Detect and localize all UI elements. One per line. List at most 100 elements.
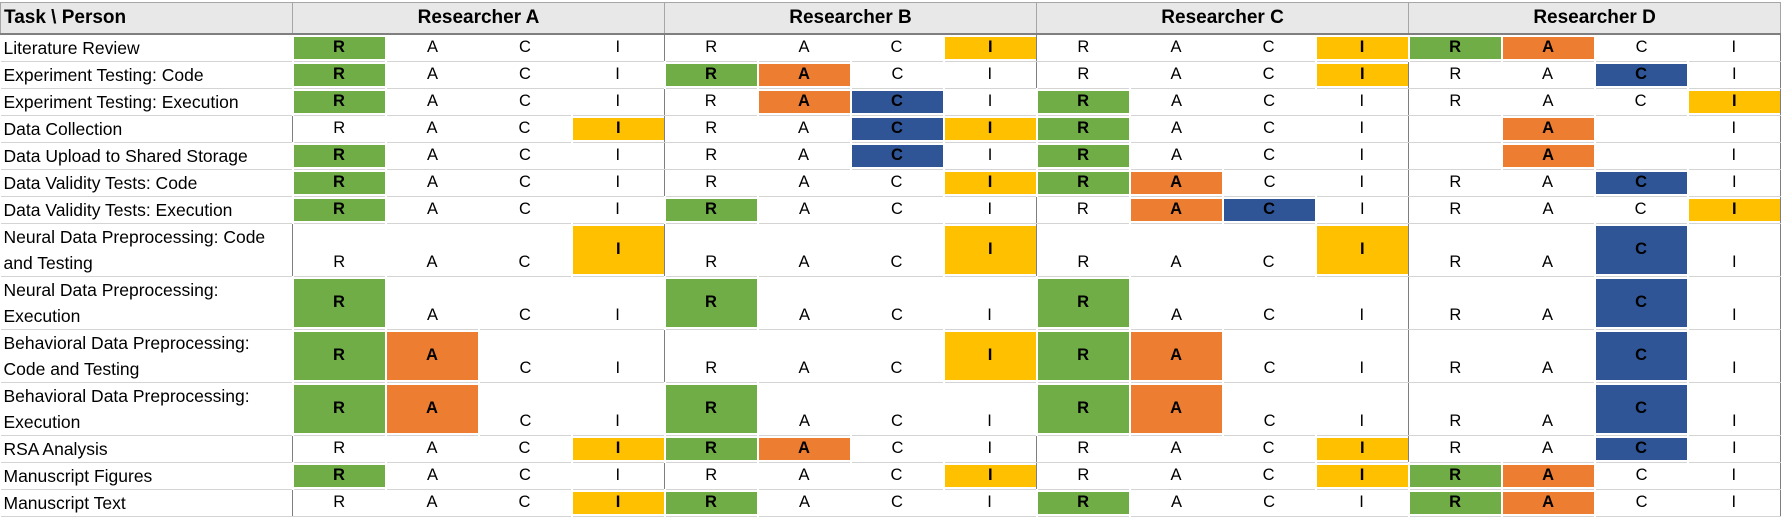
task-row: Manuscript Figures R A C I R A C I R A C I R A C I — [0, 462, 1782, 490]
raci-cell-i: I — [1315, 329, 1410, 383]
raci-cell-a: A — [1129, 489, 1223, 517]
raci-cell-a: A — [385, 115, 479, 143]
raci-cell-r: R — [663, 276, 759, 330]
raci-cell-a: A — [1501, 223, 1595, 277]
raci-cell-a: A — [1501, 169, 1595, 197]
raci-cell-i: I — [570, 489, 665, 517]
raci-cell-r: R — [664, 115, 758, 143]
raci-cell-a: A — [1128, 329, 1224, 383]
raci-cell-a: A — [757, 276, 851, 330]
raci-cell-c: C — [850, 462, 944, 490]
task-rows: Literature Review R A C I R A C I R A C I R A C I Experim… — [0, 33, 1782, 517]
raci-cell-c: C — [1222, 329, 1316, 383]
raci-cell-a: A — [757, 115, 851, 143]
raci-cell-i: I — [1315, 88, 1410, 116]
task-row: Data Validity Tests: Execution R A C I R A C I R A… — [0, 196, 1782, 224]
task-label: Data Upload to Shared Storage — [0, 142, 293, 170]
raci-cell-r: R — [663, 196, 759, 224]
raci-cell-i: I — [942, 33, 1038, 62]
raci-cell-a: A — [1128, 382, 1224, 436]
raci-cell-a: A — [756, 88, 852, 116]
raci-cell-i: I — [1314, 33, 1410, 62]
raci-cell-i: I — [571, 329, 665, 383]
raci-cell-i: I — [1686, 196, 1782, 224]
raci-cell-i: I — [571, 196, 665, 224]
raci-cell-i: I — [570, 435, 665, 463]
raci-cell-r: R — [1036, 435, 1130, 463]
raci-cell-r: R — [1036, 196, 1130, 224]
raci-cell-c: C — [1594, 196, 1688, 224]
raci-cell-r: R — [1035, 142, 1131, 170]
raci-cell-a: A — [1129, 33, 1223, 62]
raci-cell-i: I — [1687, 489, 1782, 517]
raci-cell-a: A — [756, 61, 852, 89]
task-label: Manuscript Text — [0, 489, 293, 517]
raci-cell-r: R — [1408, 61, 1502, 89]
task-label: Data Validity Tests: Execution — [0, 196, 293, 224]
raci-cell-c: C — [850, 223, 944, 277]
raci-cell-r: R — [292, 115, 386, 143]
raci-cell-i: I — [943, 142, 1038, 170]
raci-cell-i: I — [1687, 462, 1782, 490]
raci-cell-c: C — [850, 489, 944, 517]
raci-cell-r: R — [663, 435, 759, 463]
raci-cell-r: R — [664, 33, 758, 62]
raci-cell-c: C — [850, 61, 944, 89]
raci-cell-c: C — [1222, 33, 1316, 62]
raci-cell-c: C — [1593, 382, 1689, 436]
raci-cell-i: I — [1687, 33, 1782, 62]
raci-cell-c: C — [1594, 489, 1688, 517]
raci-cell-c: C — [850, 33, 944, 62]
raci-cell-r — [1408, 142, 1502, 170]
raci-cell-i: I — [1687, 169, 1782, 197]
raci-cell-r: R — [1035, 88, 1131, 116]
raci-cell-a: A — [757, 196, 851, 224]
raci-cell-i: I — [571, 33, 665, 62]
raci-cell-c: C — [1594, 462, 1688, 490]
raci-cell-a: A — [757, 142, 851, 170]
raci-cell-r: R — [663, 61, 759, 89]
raci-cell-a: A — [1129, 142, 1223, 170]
raci-cell-c: C — [1222, 169, 1316, 197]
task-row: Data Collection R A C I R A C I R A C I A I — [0, 115, 1782, 143]
raci-cell-r: R — [1408, 435, 1502, 463]
raci-cell-r: R — [292, 489, 386, 517]
raci-cell-a: A — [1129, 276, 1223, 330]
raci-cell-r: R — [1408, 223, 1502, 277]
raci-cell-a: A — [1501, 329, 1595, 383]
raci-cell-r: R — [1408, 382, 1502, 436]
raci-cell-i: I — [571, 382, 665, 436]
raci-cell-i: I — [1315, 196, 1410, 224]
raci-cell-a: A — [757, 489, 851, 517]
raci-cell-r: R — [1035, 489, 1131, 517]
raci-cell-a: A — [385, 61, 479, 89]
raci-cell-r: R — [1408, 169, 1502, 197]
raci-cell-r: R — [291, 462, 387, 490]
task-row: Data Upload to Shared Storage R A C I R A C I R A C… — [0, 142, 1782, 170]
raci-cell-a: A — [1129, 223, 1223, 277]
raci-cell-r: R — [292, 223, 386, 277]
raci-cell-r: R — [1407, 33, 1503, 62]
raci-cell-a: A — [385, 462, 479, 490]
researcher-c-header: Researcher C — [1036, 2, 1410, 35]
raci-cell-c: C — [478, 489, 572, 517]
raci-cell-c: C — [1221, 196, 1317, 224]
raci-cell-r: R — [291, 276, 387, 330]
raci-cell-i: I — [1687, 223, 1782, 277]
raci-cell-c: C — [478, 196, 572, 224]
raci-cell-c: C — [1593, 276, 1689, 330]
task-label: RSA Analysis — [0, 435, 293, 463]
raci-cell-a: A — [385, 276, 479, 330]
raci-cell-i: I — [943, 196, 1038, 224]
task-label: Behavioral Data Preprocessing: Code and … — [0, 329, 293, 383]
raci-cell-r: R — [664, 223, 758, 277]
raci-cell-i: I — [1315, 489, 1410, 517]
raci-cell-r: R — [663, 489, 759, 517]
raci-cell-i: I — [571, 142, 665, 170]
raci-cell-i: I — [1314, 462, 1410, 490]
raci-cell-c: C — [1593, 169, 1689, 197]
researcher-d-header: Researcher D — [1408, 2, 1782, 35]
raci-cell-i: I — [942, 462, 1038, 490]
task-label: Data Collection — [0, 115, 293, 143]
raci-cell-a: A — [757, 462, 851, 490]
